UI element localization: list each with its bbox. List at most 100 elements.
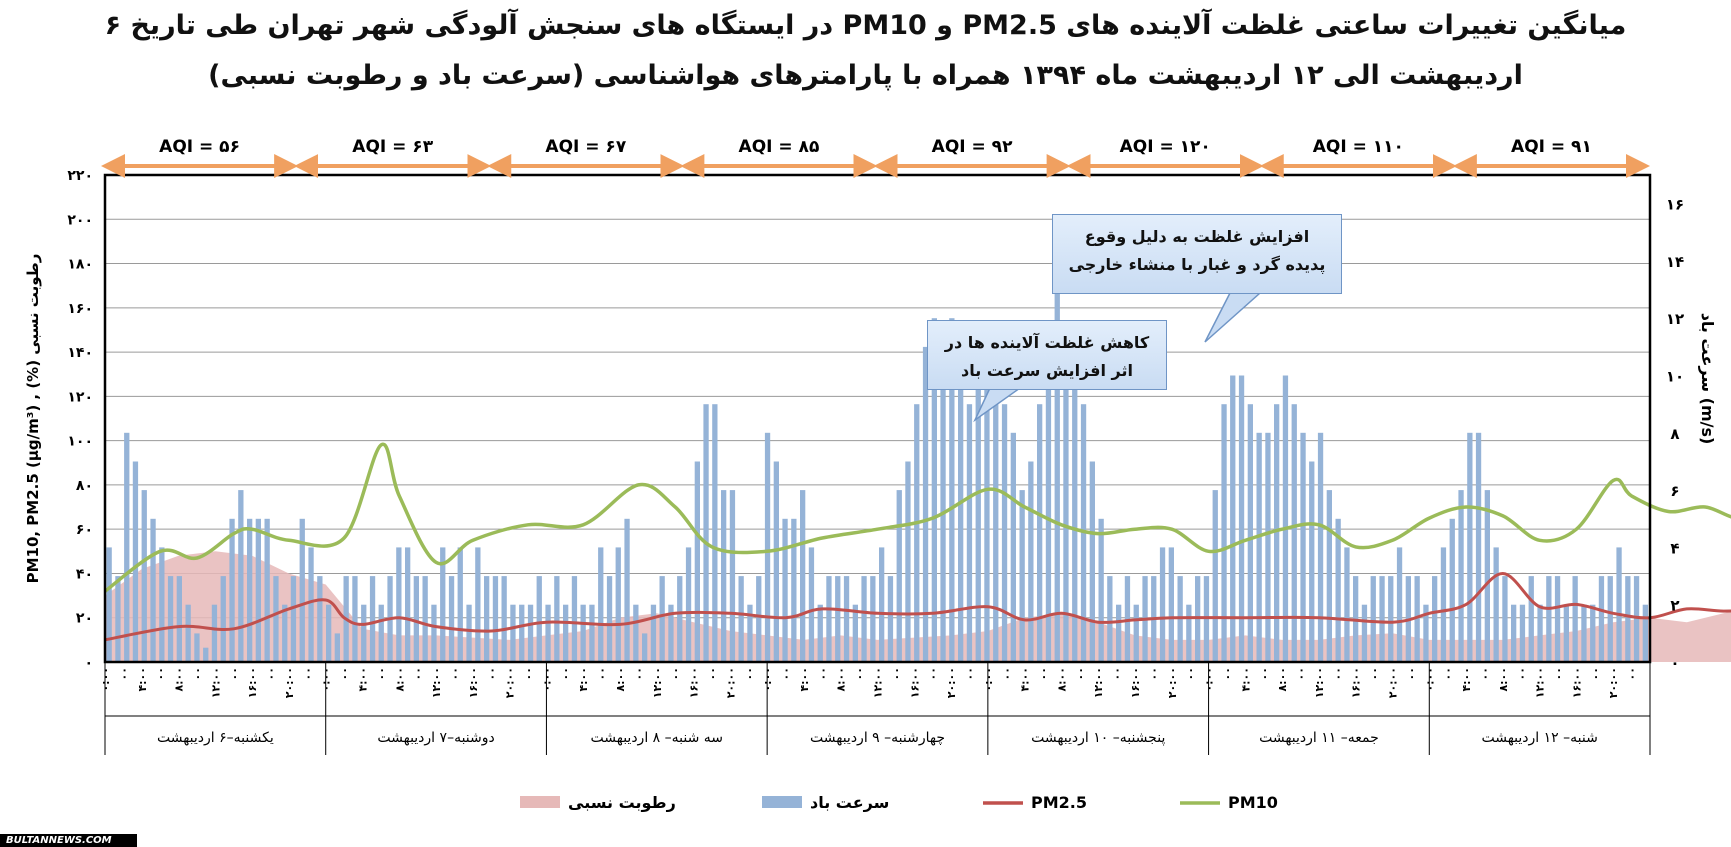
wind-bar-113: [1098, 518, 1104, 662]
x-hour-tick-label: ۰۰: [1515, 667, 1528, 680]
watermark: BULTANNEWS.COM: [0, 834, 137, 847]
x-hour-tick-label: ۰۰: [1147, 667, 1160, 680]
wind-bar-17: [255, 518, 261, 662]
x-hour-tick-label: ۱۲:۰۰: [430, 667, 443, 698]
wind-bar-164: [1546, 576, 1552, 662]
wind-bar-88: [879, 547, 885, 662]
wind-bar-29: [361, 604, 367, 662]
x-hour-tick-label: ۰۰: [780, 667, 793, 680]
x-hour-tick-label: ۰۰: [522, 667, 535, 680]
day-label-4: پنجشنبه– ۱۰ اردیبهشت: [1031, 730, 1165, 746]
wind-bar-7: [167, 576, 174, 662]
wind-bar-49: [536, 576, 542, 662]
wind-bar-79: [800, 490, 806, 662]
wind-bar-86: [861, 576, 867, 662]
wind-bar-66: [685, 547, 692, 662]
x-hour-tick-label: ۸:۰۰: [614, 667, 627, 692]
legend-swatch-0: [520, 796, 560, 808]
x-hour-tick-label: ۰۰: [632, 667, 645, 680]
wind-bar-140: [1335, 518, 1341, 662]
y-right-tick-label-14: ۱۴: [1666, 253, 1684, 271]
wind-bar-57: [606, 576, 613, 662]
wind-bar-63: [659, 576, 665, 662]
wind-bar-43: [484, 576, 490, 662]
x-hour-tick-label: ۰۰: [596, 667, 609, 680]
wind-bar-131: [1256, 432, 1262, 662]
y-left-tick-label-60: ۶۰: [76, 522, 93, 538]
x-hour-tick-label: ۴:۰۰: [357, 667, 370, 692]
wind-bar-156: [1475, 432, 1482, 662]
wind-bar-152: [1440, 547, 1447, 662]
wind-bar-8: [176, 576, 182, 662]
wind-bar-12: [211, 604, 218, 662]
aqi-label-5: AQI = ۱۲۰: [1120, 137, 1211, 157]
wind-bar-15: [238, 490, 244, 662]
wind-bar-31: [378, 604, 384, 662]
x-hour-tick-label: ۱۲:۰۰: [1092, 667, 1105, 698]
wind-bar-147: [1396, 547, 1403, 662]
x-hour-tick-label: ۰۰: [1295, 667, 1308, 680]
x-hour-tick-label: ۸:۰۰: [835, 667, 848, 692]
chart-title-line-1: میانگین تغییرات ساعتی غلظت آلاینده های P…: [104, 10, 1627, 41]
y-right-tick-label-16: ۱۶: [1666, 196, 1684, 214]
wind-bar-121: [1168, 547, 1174, 662]
x-hour-tick-label: ۱۲:۰۰: [1313, 667, 1326, 698]
wind-bar-25: [326, 604, 332, 662]
y-left-tick-label-140: ۱۴۰: [67, 345, 93, 361]
x-hour-tick-label: ۱۲:۰۰: [209, 667, 222, 698]
x-hour-tick-label: ۰۰: [191, 667, 204, 680]
x-hour-tick-label: ۴:۰۰: [1239, 667, 1252, 692]
y-right-tick-label-10: ۱۰: [1666, 368, 1684, 386]
x-hour-tick-label: ۰۰: [743, 667, 756, 680]
y-left-tick-label-100: ۱۰۰: [67, 434, 93, 450]
wind-bar-174: [1633, 576, 1640, 662]
wind-bar-76: [773, 461, 779, 662]
x-hour-tick-label: ۱۲:۰۰: [651, 667, 664, 698]
wind-bar-89: [887, 576, 894, 662]
wind-bar-158: [1493, 547, 1499, 662]
wind-bar-109: [1063, 346, 1069, 662]
x-hour-tick-label: ۱۶:۰۰: [246, 667, 259, 698]
wind-bar-41: [466, 604, 472, 662]
wind-bar-46: [510, 604, 516, 662]
wind-bar-95: [940, 346, 946, 662]
wind-bar-56: [598, 547, 604, 662]
wind-bar-161: [1519, 604, 1526, 662]
wind-bar-114: [1107, 576, 1113, 662]
wind-bar-146: [1388, 576, 1394, 662]
wind-bar-77: [782, 518, 788, 662]
wind-bar-153: [1449, 518, 1455, 662]
wind-bar-2: [124, 432, 130, 662]
x-hour-tick-label: ۰۰: [265, 667, 278, 680]
wind-bar-35: [413, 576, 419, 662]
wind-bar-150: [1423, 604, 1429, 662]
wind-bar-44: [492, 576, 499, 662]
wind-bar-67: [694, 461, 700, 662]
wind-bar-81: [817, 604, 823, 662]
wind-bar-172: [1616, 547, 1622, 662]
wind-bar-73: [747, 604, 753, 662]
wind-bar-74: [756, 576, 762, 662]
wind-bar-0: [106, 547, 112, 662]
wind-bar-138: [1317, 432, 1324, 662]
wind-bar-127: [1221, 404, 1227, 662]
x-hour-tick-label: ۰۰: [963, 667, 976, 680]
wind-bar-155: [1467, 432, 1473, 662]
wind-bar-40: [457, 547, 463, 662]
wind-bar-162: [1528, 576, 1534, 662]
x-hour-tick-label: ۱۶:۰۰: [1570, 667, 1583, 698]
wind-bar-13: [220, 576, 226, 662]
wind-bar-93: [922, 346, 929, 662]
wind-bar-5: [150, 518, 156, 662]
y-left-tick-label-220: ۲۲۰: [67, 168, 93, 184]
x-hour-tick-label: ۰۰: [1442, 667, 1455, 680]
wind-bar-82: [826, 576, 832, 662]
wind-bar-70: [721, 490, 727, 662]
wind-bar-69: [712, 404, 718, 662]
series-pm25-line: [104, 571, 1731, 642]
x-hour-tick-label: ۰۰: [154, 667, 167, 680]
y-left-tick-label-160: ۱۶۰: [67, 301, 93, 317]
wind-bar-116: [1124, 576, 1131, 662]
y-right-tick-label-12: ۱۲: [1666, 310, 1684, 328]
x-hour-tick-label: ۰۰: [1000, 667, 1013, 680]
